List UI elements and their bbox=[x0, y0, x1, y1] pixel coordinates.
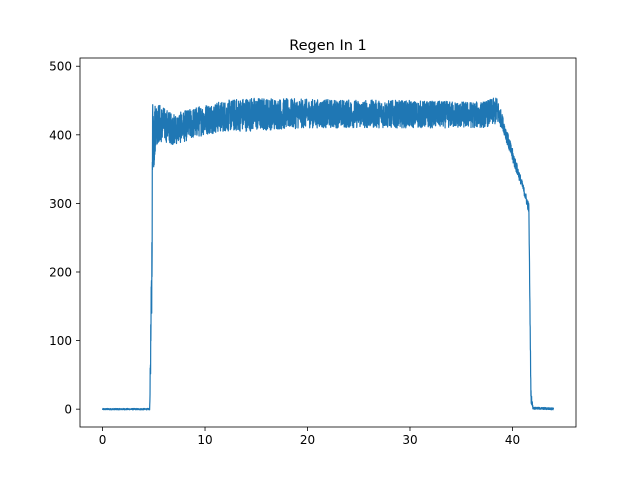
y-tick-label: 400 bbox=[49, 128, 72, 142]
y-axis-ticks: 0 100 200 300 400 500 bbox=[49, 60, 80, 417]
x-tick-label: 40 bbox=[505, 433, 520, 447]
y-tick-label: 100 bbox=[49, 334, 72, 348]
x-tick-label: 30 bbox=[402, 433, 417, 447]
x-axis-ticks: 0 10 20 30 40 bbox=[99, 427, 520, 447]
y-tick-label: 0 bbox=[64, 403, 72, 417]
y-tick-label: 500 bbox=[49, 60, 72, 74]
chart-title: Regen In 1 bbox=[289, 38, 367, 54]
x-tick-label: 20 bbox=[300, 433, 315, 447]
plot-area-border bbox=[79, 57, 577, 428]
x-tick-label: 10 bbox=[197, 433, 212, 447]
axes-frame bbox=[79, 57, 577, 428]
y-tick-label: 300 bbox=[49, 197, 72, 211]
x-tick-label: 0 bbox=[99, 433, 107, 447]
series-layer bbox=[101, 97, 555, 411]
series-line-0 bbox=[101, 97, 555, 411]
y-tick-label: 200 bbox=[49, 265, 72, 279]
